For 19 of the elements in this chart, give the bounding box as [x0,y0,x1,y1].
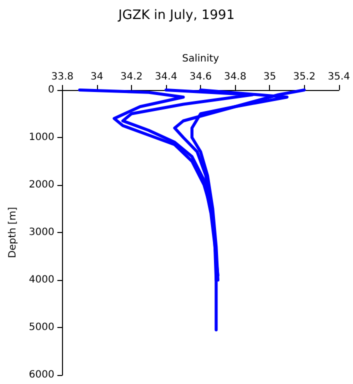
y-tick-label: 5000 [28,322,54,333]
y-tick-label: 3000 [28,227,54,238]
x-tick-label: 33.8 [51,72,74,82]
x-tick-label: 34.8 [224,72,246,82]
x-tick-label: 35.4 [328,72,350,82]
y-tick-label: 4000 [28,274,54,286]
y-tick-label: 1000 [28,132,54,143]
x-tick-label: 35.2 [293,72,316,82]
x-tick-label: 34.4 [154,72,178,82]
x-tick-label: 34.2 [120,72,143,82]
y-tick-label: 6000 [28,370,54,380]
y-axis-title: Depth [m] [8,206,18,258]
x-tick-label: 34 [90,72,104,82]
x-tick-label: 34.6 [189,72,212,82]
y-tick-label: 0 [48,84,54,96]
y-tick-label: 2000 [28,180,54,190]
chart-title: JGZK in July, 1991 [117,8,235,23]
x-axis-title: Salinity [182,54,220,64]
x-tick-label: 35 [263,72,276,82]
